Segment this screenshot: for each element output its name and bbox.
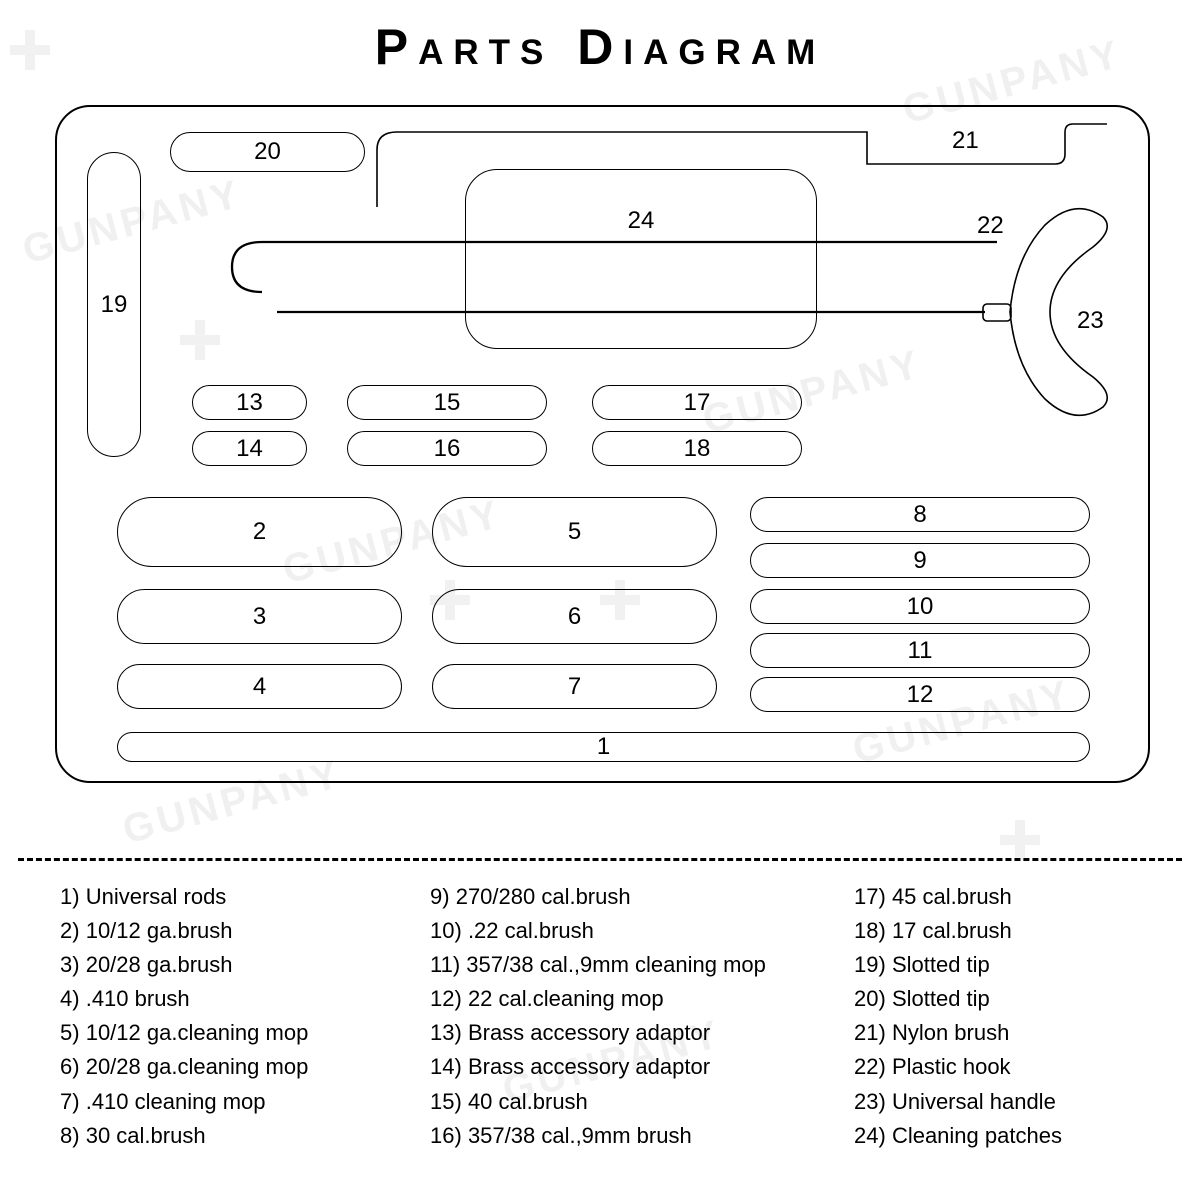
legend-item: 3) 20/28 ga.brush <box>60 948 420 982</box>
part-8-num: 8 <box>913 501 926 529</box>
legend-item: 15) 40 cal.brush <box>430 1085 844 1119</box>
case-outline: 19 20 21 24 22 23 13 14 15 16 17 18 2 3 … <box>55 105 1150 783</box>
legend-item: 4) .410 brush <box>60 982 420 1016</box>
part-19: 19 <box>87 152 141 457</box>
legend-item: 10) .22 cal.brush <box>430 914 844 948</box>
part-1-num: 1 <box>597 733 610 761</box>
part-10-num: 10 <box>907 593 934 621</box>
part-8: 8 <box>750 497 1090 532</box>
watermark-cross-icon <box>1000 820 1040 860</box>
part-5-num: 5 <box>568 518 581 546</box>
part-1: 1 <box>117 732 1090 762</box>
legend-item: 19) Slotted tip <box>854 948 1160 982</box>
part-13-num: 13 <box>236 389 263 417</box>
part-4: 4 <box>117 664 402 709</box>
part-10: 10 <box>750 589 1090 624</box>
legend-col-1: 1) Universal rods 2) 10/12 ga.brush 3) 2… <box>60 880 420 1153</box>
legend-item: 24) Cleaning patches <box>854 1119 1160 1153</box>
part-18-num: 18 <box>684 435 711 463</box>
part-23-num: 23 <box>1077 307 1104 335</box>
part-6: 6 <box>432 589 717 644</box>
legend-item: 6) 20/28 ga.cleaning mop <box>60 1050 420 1084</box>
part-19-num: 19 <box>101 291 128 319</box>
part-7: 7 <box>432 664 717 709</box>
part-3-num: 3 <box>253 603 266 631</box>
part-4-num: 4 <box>253 673 266 701</box>
legend-col-3: 17) 45 cal.brush 18) 17 cal.brush 19) Sl… <box>854 880 1160 1153</box>
part-13: 13 <box>192 385 307 420</box>
divider <box>18 858 1182 861</box>
legend-item: 22) Plastic hook <box>854 1050 1160 1084</box>
part-11: 11 <box>750 633 1090 668</box>
part-15: 15 <box>347 385 547 420</box>
part-7-num: 7 <box>568 673 581 701</box>
part-20-num: 20 <box>254 138 281 166</box>
part-17-num: 17 <box>684 389 711 417</box>
legend-item: 11) 357/38 cal.,9mm cleaning mop <box>430 948 844 982</box>
legend-item: 9) 270/280 cal.brush <box>430 880 844 914</box>
legend-item: 5) 10/12 ga.cleaning mop <box>60 1016 420 1050</box>
legend-item: 17) 45 cal.brush <box>854 880 1160 914</box>
legend-item: 20) Slotted tip <box>854 982 1160 1016</box>
part-14-num: 14 <box>236 435 263 463</box>
legend-item: 7) .410 cleaning mop <box>60 1085 420 1119</box>
part-6-num: 6 <box>568 603 581 631</box>
part-16-num: 16 <box>434 435 461 463</box>
part-3: 3 <box>117 589 402 644</box>
page-title: Parts Diagram <box>0 0 1200 76</box>
part-2-num: 2 <box>253 518 266 546</box>
legend-item: 23) Universal handle <box>854 1085 1160 1119</box>
legend-item: 14) Brass accessory adaptor <box>430 1050 844 1084</box>
part-11-num: 11 <box>908 637 933 665</box>
legend-item: 16) 357/38 cal.,9mm brush <box>430 1119 844 1153</box>
parts-legend: 1) Universal rods 2) 10/12 ga.brush 3) 2… <box>60 880 1160 1153</box>
part-2: 2 <box>117 497 402 567</box>
part-21-num: 21 <box>952 127 979 155</box>
legend-item: 8) 30 cal.brush <box>60 1119 420 1153</box>
legend-item: 12) 22 cal.cleaning mop <box>430 982 844 1016</box>
legend-col-2: 9) 270/280 cal.brush 10) .22 cal.brush 1… <box>430 880 844 1153</box>
part-9: 9 <box>750 543 1090 578</box>
part-12: 12 <box>750 677 1090 712</box>
part-18: 18 <box>592 431 802 466</box>
legend-item: 21) Nylon brush <box>854 1016 1160 1050</box>
legend-item: 13) Brass accessory adaptor <box>430 1016 844 1050</box>
legend-item: 18) 17 cal.brush <box>854 914 1160 948</box>
part-20: 20 <box>170 132 365 172</box>
legend-item: 2) 10/12 ga.brush <box>60 914 420 948</box>
part-9-num: 9 <box>913 547 926 575</box>
part-5: 5 <box>432 497 717 567</box>
part-16: 16 <box>347 431 547 466</box>
part-17: 17 <box>592 385 802 420</box>
part-14: 14 <box>192 431 307 466</box>
part-15-num: 15 <box>434 389 461 417</box>
part-12-num: 12 <box>907 681 934 709</box>
legend-item: 1) Universal rods <box>60 880 420 914</box>
